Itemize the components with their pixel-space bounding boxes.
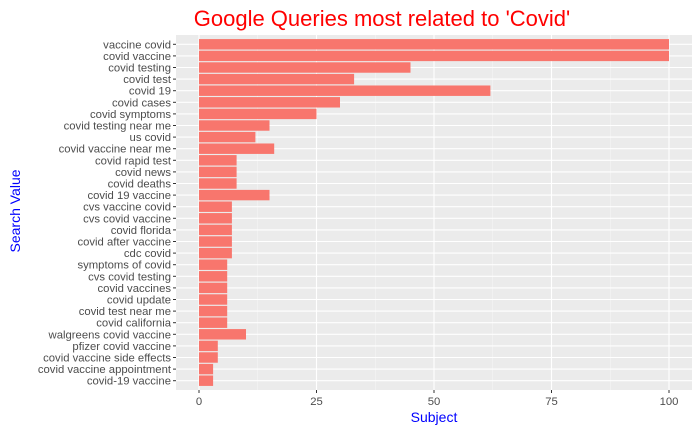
y-axis-title: Search Value — [7, 169, 23, 252]
bar — [199, 178, 237, 189]
bar — [199, 166, 237, 178]
y-tick-label: covid florida — [111, 225, 172, 237]
bar — [199, 329, 246, 340]
x-tick-label: 100 — [660, 396, 679, 408]
x-tick-label: 50 — [428, 396, 441, 408]
y-tick-label: covid california — [96, 318, 171, 330]
y-tick-label: vaccine covid — [103, 39, 171, 51]
y-tick-label: walgreens covid vaccine — [48, 329, 171, 341]
bar — [199, 375, 214, 386]
bar — [199, 108, 317, 120]
bar — [199, 50, 669, 62]
x-tick-label: 0 — [196, 396, 202, 408]
bar — [199, 201, 232, 212]
y-tick-label: covid news — [115, 167, 171, 179]
y-tick-label: covid after vaccine — [77, 237, 171, 249]
bar — [199, 282, 228, 294]
bar — [199, 340, 218, 352]
bar — [199, 363, 214, 375]
y-tick-label: covid symptoms — [90, 109, 171, 121]
y-tick-label: covid vaccine near me — [59, 144, 171, 156]
bar — [199, 39, 669, 50]
bar — [199, 271, 228, 282]
y-tick-label: covid testing — [108, 63, 171, 75]
bar — [199, 224, 232, 236]
bars — [199, 39, 669, 386]
bar — [199, 120, 270, 131]
bar — [199, 247, 232, 259]
y-tick-label: covid vaccine side effects — [43, 353, 171, 365]
bar — [199, 294, 228, 305]
bar — [199, 305, 228, 317]
bar — [199, 143, 275, 154]
y-tick-label: cvs vaccine covid — [83, 202, 171, 214]
y-tick-label: covid testing near me — [64, 121, 171, 133]
y-tick-label: covid test near me — [79, 306, 171, 318]
y-tick-label: covid rapid test — [95, 155, 172, 167]
chart-title: Google Queries most related to 'Covid' — [194, 6, 570, 31]
bar — [199, 189, 270, 201]
bar — [199, 259, 228, 270]
x-axis-ticks: 0 25 50 75 100 — [196, 390, 679, 408]
y-tick-label: covid-19 vaccine — [87, 376, 171, 388]
y-tick-label: covid vaccine — [103, 51, 171, 63]
y-tick-label: cvs covid testing — [88, 271, 171, 283]
y-tick-label: covid vaccine appointment — [38, 364, 172, 376]
bar — [199, 155, 237, 166]
bar — [199, 73, 355, 85]
bar — [199, 317, 228, 328]
bar — [199, 236, 232, 247]
y-tick-label: covid 19 — [129, 86, 171, 98]
bar — [199, 85, 491, 96]
bar — [199, 62, 411, 73]
y-tick-label: covid vaccines — [98, 283, 172, 295]
x-tick-label: 75 — [545, 396, 558, 408]
bar — [199, 97, 340, 108]
y-tick-label: pfizer covid vaccine — [72, 341, 171, 353]
bar — [199, 131, 256, 143]
bar — [199, 213, 232, 224]
y-tick-label: cdc covid — [124, 248, 171, 260]
y-tick-label: covid cases — [112, 97, 171, 109]
y-tick-label: covid deaths — [108, 179, 172, 191]
bar — [199, 352, 218, 363]
y-tick-label: cvs covid vaccine — [83, 213, 171, 225]
y-tick-label: covid 19 vaccine — [87, 190, 171, 202]
y-tick-label: covid test — [123, 74, 172, 86]
x-axis-title: Subject — [411, 409, 458, 425]
y-tick-label: covid update — [107, 295, 171, 307]
y-tick-label: us covid — [130, 132, 171, 144]
y-tick-label: symptoms of covid — [77, 260, 171, 272]
x-tick-label: 25 — [310, 396, 323, 408]
